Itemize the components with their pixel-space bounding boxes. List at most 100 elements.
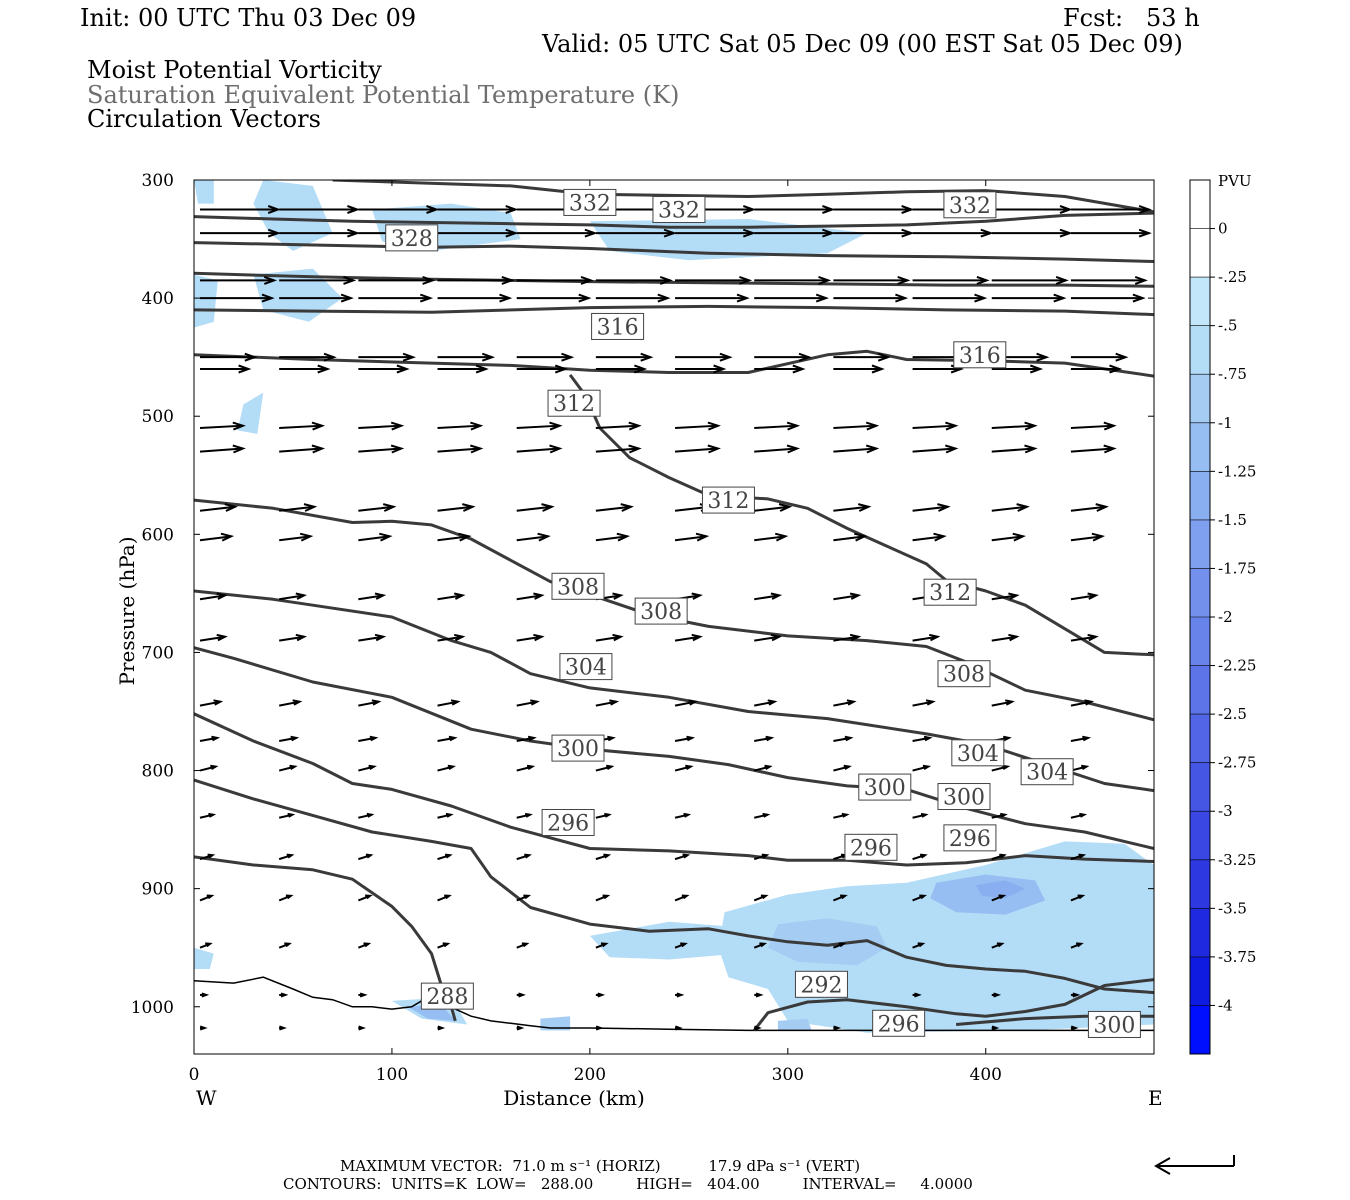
vector-shaft — [754, 700, 775, 707]
plot-frame — [193, 179, 1155, 1055]
vector-head — [998, 894, 1007, 900]
vector-head — [607, 735, 616, 742]
vector-head — [365, 853, 374, 859]
vector-head — [682, 853, 691, 859]
vector-head — [584, 228, 598, 238]
vector-head — [285, 894, 294, 900]
vector-head — [224, 503, 239, 512]
vector-head — [841, 812, 850, 818]
contour-line-332 — [194, 211, 1154, 229]
contour-label: 292 — [800, 973, 842, 998]
vector-head — [390, 421, 405, 431]
vector-head — [688, 699, 699, 706]
colorbar-label: -3 — [1218, 802, 1233, 820]
colorbar-swatch — [1190, 519, 1210, 569]
vector-head — [707, 444, 721, 454]
vector-shaft — [437, 635, 463, 642]
vector-head — [379, 532, 393, 542]
contour-line-296 — [194, 712, 1154, 867]
vector-head — [865, 421, 880, 431]
contour-label: 296 — [547, 812, 589, 837]
vector-shaft — [199, 424, 243, 430]
vector-head — [343, 275, 357, 285]
contour-label-box — [420, 982, 474, 1010]
contour-line-324 — [194, 271, 1154, 288]
vector-head — [974, 293, 988, 303]
colorbar-label: -.25 — [1218, 268, 1247, 286]
vector-head — [600, 942, 609, 948]
vector-head — [695, 532, 710, 542]
vector-head — [290, 735, 300, 742]
y-tick-label: 400 — [142, 289, 174, 309]
vector-head — [736, 293, 750, 303]
vector-head — [1103, 444, 1117, 454]
contour-line-300 — [194, 646, 1154, 850]
vector-shaft — [358, 505, 394, 512]
vector-head — [216, 633, 228, 642]
vector-shaft — [358, 594, 384, 601]
vector-shaft — [595, 447, 639, 453]
contour-label: 312 — [553, 392, 595, 417]
vector-head — [937, 503, 951, 512]
vector-head — [518, 992, 526, 998]
vector-shaft — [279, 447, 323, 453]
vector-head — [786, 421, 801, 431]
contour-label: 296 — [850, 836, 892, 861]
x-tick-label: 200 — [574, 1065, 606, 1085]
mpv-region — [253, 268, 343, 322]
vector-head — [475, 364, 489, 374]
vector-shaft — [278, 700, 300, 707]
vector-head — [742, 228, 757, 238]
mpv-region — [540, 1016, 571, 1031]
vector-shaft — [358, 635, 384, 642]
vector-head — [1134, 275, 1148, 285]
contour-label: 296 — [878, 1012, 920, 1037]
vector-head — [261, 293, 275, 303]
vector-shaft — [833, 424, 877, 430]
y-tick-label: 900 — [142, 880, 174, 900]
vector-head — [764, 764, 773, 770]
vector-head — [674, 1025, 683, 1031]
vector-head — [917, 942, 926, 948]
mpv-region — [194, 947, 214, 969]
vector-head — [663, 228, 677, 238]
vector-head — [597, 992, 606, 998]
vector-shaft — [595, 700, 617, 707]
vector-head — [901, 205, 915, 214]
y-tick-label: 600 — [142, 525, 174, 545]
vector-head — [365, 894, 373, 900]
vector-head — [448, 735, 458, 742]
vector-head — [208, 812, 217, 818]
contour-label: 316 — [597, 315, 639, 340]
vector-shaft — [833, 505, 869, 512]
contour-label: 300 — [864, 776, 906, 801]
vector-shaft — [912, 535, 944, 542]
vector-head — [541, 503, 555, 512]
vector-shaft — [358, 535, 390, 542]
vector-head — [686, 735, 696, 742]
mpv-region — [768, 918, 887, 966]
vector-head — [1024, 421, 1038, 431]
terrain-profile — [193, 976, 1154, 1032]
vector-head — [857, 503, 872, 512]
vector-head — [761, 853, 770, 859]
x-end-label-east: E — [1148, 1086, 1163, 1110]
vector-head — [928, 633, 941, 642]
vector-head — [287, 812, 296, 818]
vector-head — [450, 699, 461, 706]
y-tick-label: 800 — [142, 762, 174, 782]
vector-head — [369, 735, 379, 742]
vector-head — [865, 444, 880, 454]
vector-head — [612, 592, 624, 600]
contour-label: 304 — [957, 742, 999, 767]
vector-head — [1132, 293, 1146, 303]
vector-head — [422, 275, 436, 285]
vector-head — [640, 352, 654, 362]
vector-head — [676, 992, 685, 998]
vector-head — [933, 532, 947, 542]
vector-head — [843, 764, 852, 770]
vector-head — [216, 592, 228, 600]
vector-head — [1004, 699, 1015, 706]
vector-head — [760, 894, 769, 900]
colorbar-label: -2 — [1218, 608, 1233, 626]
